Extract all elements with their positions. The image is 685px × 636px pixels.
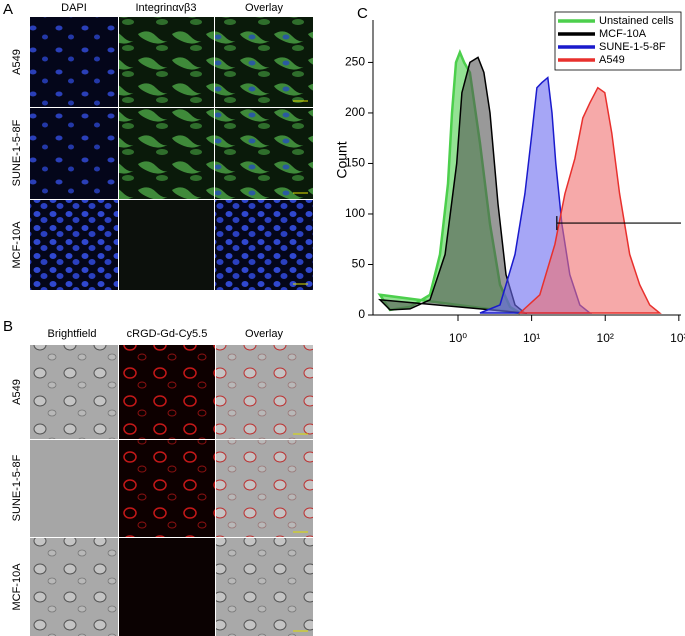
image [30, 108, 118, 199]
y-tick-label: 100 [345, 206, 365, 220]
row-label: SUNE-1-5-8F [11, 454, 23, 521]
row-label: A549 [11, 49, 23, 75]
legend-label: SUNE-1-5-8F [599, 41, 666, 53]
histogram-curve [517, 86, 662, 314]
image [30, 345, 118, 439]
legend-label: Unstained cells [599, 15, 674, 27]
panel-a-images [30, 17, 313, 290]
image [215, 200, 313, 290]
image [215, 17, 313, 107]
panel-b-images [30, 345, 313, 636]
image [119, 440, 215, 537]
y-tick-label: 150 [345, 156, 365, 170]
column-header: Overlay [245, 2, 283, 14]
y-tick-label: 50 [352, 257, 366, 271]
x-tick-label: 10⁰ [449, 331, 467, 345]
image [216, 538, 313, 636]
y-axis-label: Count [334, 141, 350, 178]
image [30, 440, 118, 537]
image [119, 108, 214, 199]
column-header: cRGD-Gd-Cy5.5 [127, 328, 208, 340]
y-tick-label: 250 [345, 55, 365, 69]
image [119, 345, 215, 439]
legend-label: MCF-10A [599, 28, 647, 40]
x-tick-label: 10¹ [523, 331, 540, 345]
legend-label: A549 [599, 54, 625, 66]
x-tick-label: 10² [597, 331, 614, 345]
row-label: MCF-10A [11, 221, 23, 269]
column-header: Overlay [245, 328, 283, 340]
panel-label: C [357, 5, 368, 22]
image [119, 17, 214, 107]
x-tick-label: 10³ [670, 331, 685, 345]
histogram-chart: 0 50 100 150 200 250 10⁰ 10¹ 10² 10³ Count Unstaine… [334, 11, 685, 345]
column-header: Integrinαvβ3 [136, 2, 197, 14]
column-header: Brightfield [48, 328, 97, 340]
row-label: SUNE-1-5-8F [11, 119, 23, 186]
y-tick-label: 0 [358, 307, 365, 321]
image [30, 17, 118, 107]
image [30, 200, 118, 290]
image [216, 345, 313, 439]
panel-label: A [3, 1, 13, 18]
image [30, 538, 118, 636]
image [119, 200, 214, 290]
image [215, 108, 313, 199]
image [216, 440, 313, 537]
row-label: MCF-10A [11, 563, 23, 611]
column-header: DAPI [61, 2, 87, 14]
panel-label: B [3, 318, 13, 335]
y-tick-label: 200 [345, 105, 365, 119]
row-label: A549 [11, 379, 23, 405]
image [119, 538, 215, 636]
